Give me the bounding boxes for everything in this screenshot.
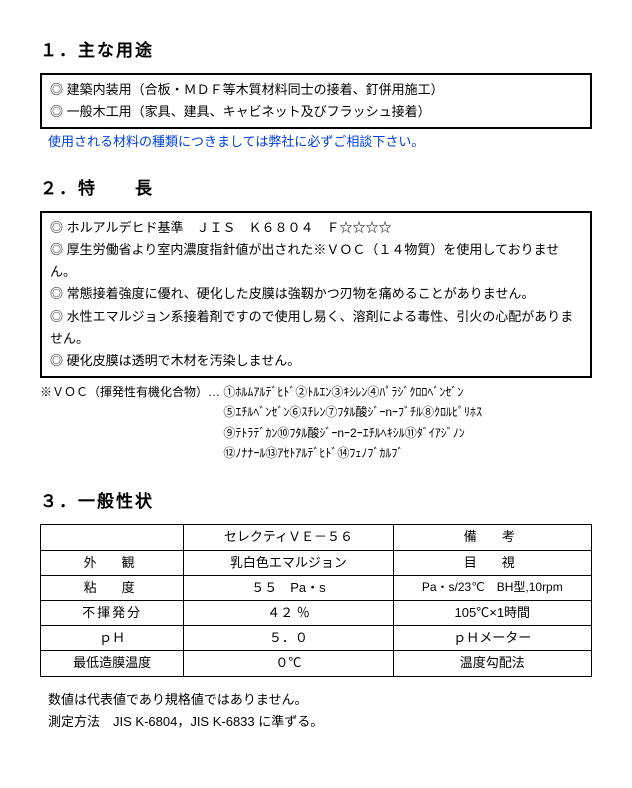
voc-footnote: ※ＶＯＣ（揮発性有機化合物）… ①ﾎﾙﾑｱﾙﾃﾞﾋﾄﾞ②ﾄﾙｴﾝ③ｷｼﾚﾝ④ﾊﾟ…: [40, 382, 592, 464]
section1-box: ◎ 建築内装用（合板・ＭＤＦ等木質材料同士の接着、釘併用施工） ◎ 一般木工用（…: [40, 73, 592, 129]
voc-footnote-line: ①ﾎﾙﾑｱﾙﾃﾞﾋﾄﾞ②ﾄﾙｴﾝ③ｷｼﾚﾝ④ﾊﾟﾗｼﾞｸﾛﾛﾍﾞﾝｾﾞﾝ: [223, 385, 463, 399]
cell-value: 乳白色エマルジョン: [184, 550, 393, 575]
cell-label: 粘 度: [41, 575, 184, 600]
th-product: セレクティＶＥ－５６: [184, 525, 393, 550]
section1-line: ◎ 一般木工用（家具、建具、キャビネット及びフラッシュ接着）: [50, 101, 582, 123]
cell-label: 最低造膜温度: [41, 651, 184, 676]
cell-note: 目 視: [393, 550, 591, 575]
table-row: 粘 度 ５５ Pa・s Pa・s/23℃ BH型,10rpm: [41, 575, 592, 600]
section1-line: ◎ 建築内装用（合板・ＭＤＦ等木質材料同士の接着、釘併用施工）: [50, 79, 582, 101]
properties-table: セレクティＶＥ－５６ 備 考 外 観 乳白色エマルジョン 目 視 粘 度 ５５ …: [40, 524, 592, 676]
th-remarks: 備 考: [393, 525, 591, 550]
page-root: １．主な用途 ◎ 建築内装用（合板・ＭＤＦ等木質材料同士の接着、釘併用施工） ◎…: [0, 0, 632, 773]
note-line: 数値は代表値であり規格値ではありません。: [48, 692, 307, 707]
section2-line: ◎ 硬化皮膜は透明で木材を汚染しません。: [50, 350, 582, 372]
section2-title: ２．特 長: [40, 174, 592, 199]
section2-line: ◎ ホルアルデヒド基準 ＪＩＳ Ｋ６８０４ Ｆ☆☆☆☆: [50, 217, 582, 239]
table-row: 最低造膜温度 ０℃ 温度勾配法: [41, 651, 592, 676]
cell-label: 外 観: [41, 550, 184, 575]
cell-label: 不揮発分: [41, 600, 184, 625]
voc-footnote-line: ⑫ﾉﾅﾅｰﾙ⑬ｱｾﾄｱﾙﾃﾞﾋﾄﾞ⑭ﾌｪﾉﾌﾞｶﾙﾌﾞ: [223, 446, 403, 460]
section3-title: ３．一般性状: [40, 487, 592, 512]
cell-note: 温度勾配法: [393, 651, 591, 676]
voc-footnote-line: ⑤ｴﾁﾙﾍﾞﾝｾﾞﾝ⑥ｽﾁﾚﾝ⑦ﾌﾀﾙ酸ｼﾞｰnｰﾌﾞﾁﾙ⑧ｸﾛﾙﾋﾟﾘﾎｽ: [223, 405, 482, 419]
section2-line: ◎ 常態接着強度に優れ、硬化した皮膜は強靱かつ刃物を痛めることがありません。: [50, 283, 582, 305]
table-row: 不揮発分 ４２ ％ 105℃×1時間: [41, 600, 592, 625]
voc-footnote-label: ※ＶＯＣ（揮発性有機化合物）…: [40, 382, 223, 464]
table-row: ｐＨ ５．０ ｐＨメーター: [41, 626, 592, 651]
cell-note: 105℃×1時間: [393, 600, 591, 625]
voc-footnote-line: ⑨ﾃﾄﾗﾃﾞｶﾝ⑩ﾌﾀﾙ酸ｼﾞｰnｰ2ｰｴﾁﾙﾍｷｼﾙ⑪ﾀﾞｲｱｼﾞﾉﾝ: [223, 426, 464, 440]
section2-box: ◎ ホルアルデヒド基準 ＪＩＳ Ｋ６８０４ Ｆ☆☆☆☆ ◎ 厚生労働省より室内濃…: [40, 211, 592, 378]
cell-note: Pa・s/23℃ BH型,10rpm: [393, 575, 591, 600]
cell-value: ５５ Pa・s: [184, 575, 393, 600]
section2-line: ◎ 水性エマルジョン系接着剤ですので使用し易く、溶剤による毒性、引火の心配があり…: [50, 306, 582, 350]
section1-subnote: 使用される材料の種類につきましては弊社に必ずご相談下さい。: [48, 131, 592, 150]
cell-value: ０℃: [184, 651, 393, 676]
cell-note: ｐＨメーター: [393, 626, 591, 651]
th-blank: [41, 525, 184, 550]
section3-notes: 数値は代表値であり規格値ではありません。 測定方法 JIS K-6804，JIS…: [48, 689, 592, 733]
cell-label: ｐＨ: [41, 626, 184, 651]
section2-line: ◎ 厚生労働省より室内濃度指針値が出された※ＶＯＣ（１４物質）を使用しておりませ…: [50, 239, 582, 283]
table-header-row: セレクティＶＥ－５６ 備 考: [41, 525, 592, 550]
cell-value: ５．０: [184, 626, 393, 651]
note-line: 測定方法 JIS K-6804，JIS K-6833 に準ずる。: [48, 714, 323, 729]
table-row: 外 観 乳白色エマルジョン 目 視: [41, 550, 592, 575]
section1-title: １．主な用途: [40, 36, 592, 61]
cell-value: ４２ ％: [184, 600, 393, 625]
